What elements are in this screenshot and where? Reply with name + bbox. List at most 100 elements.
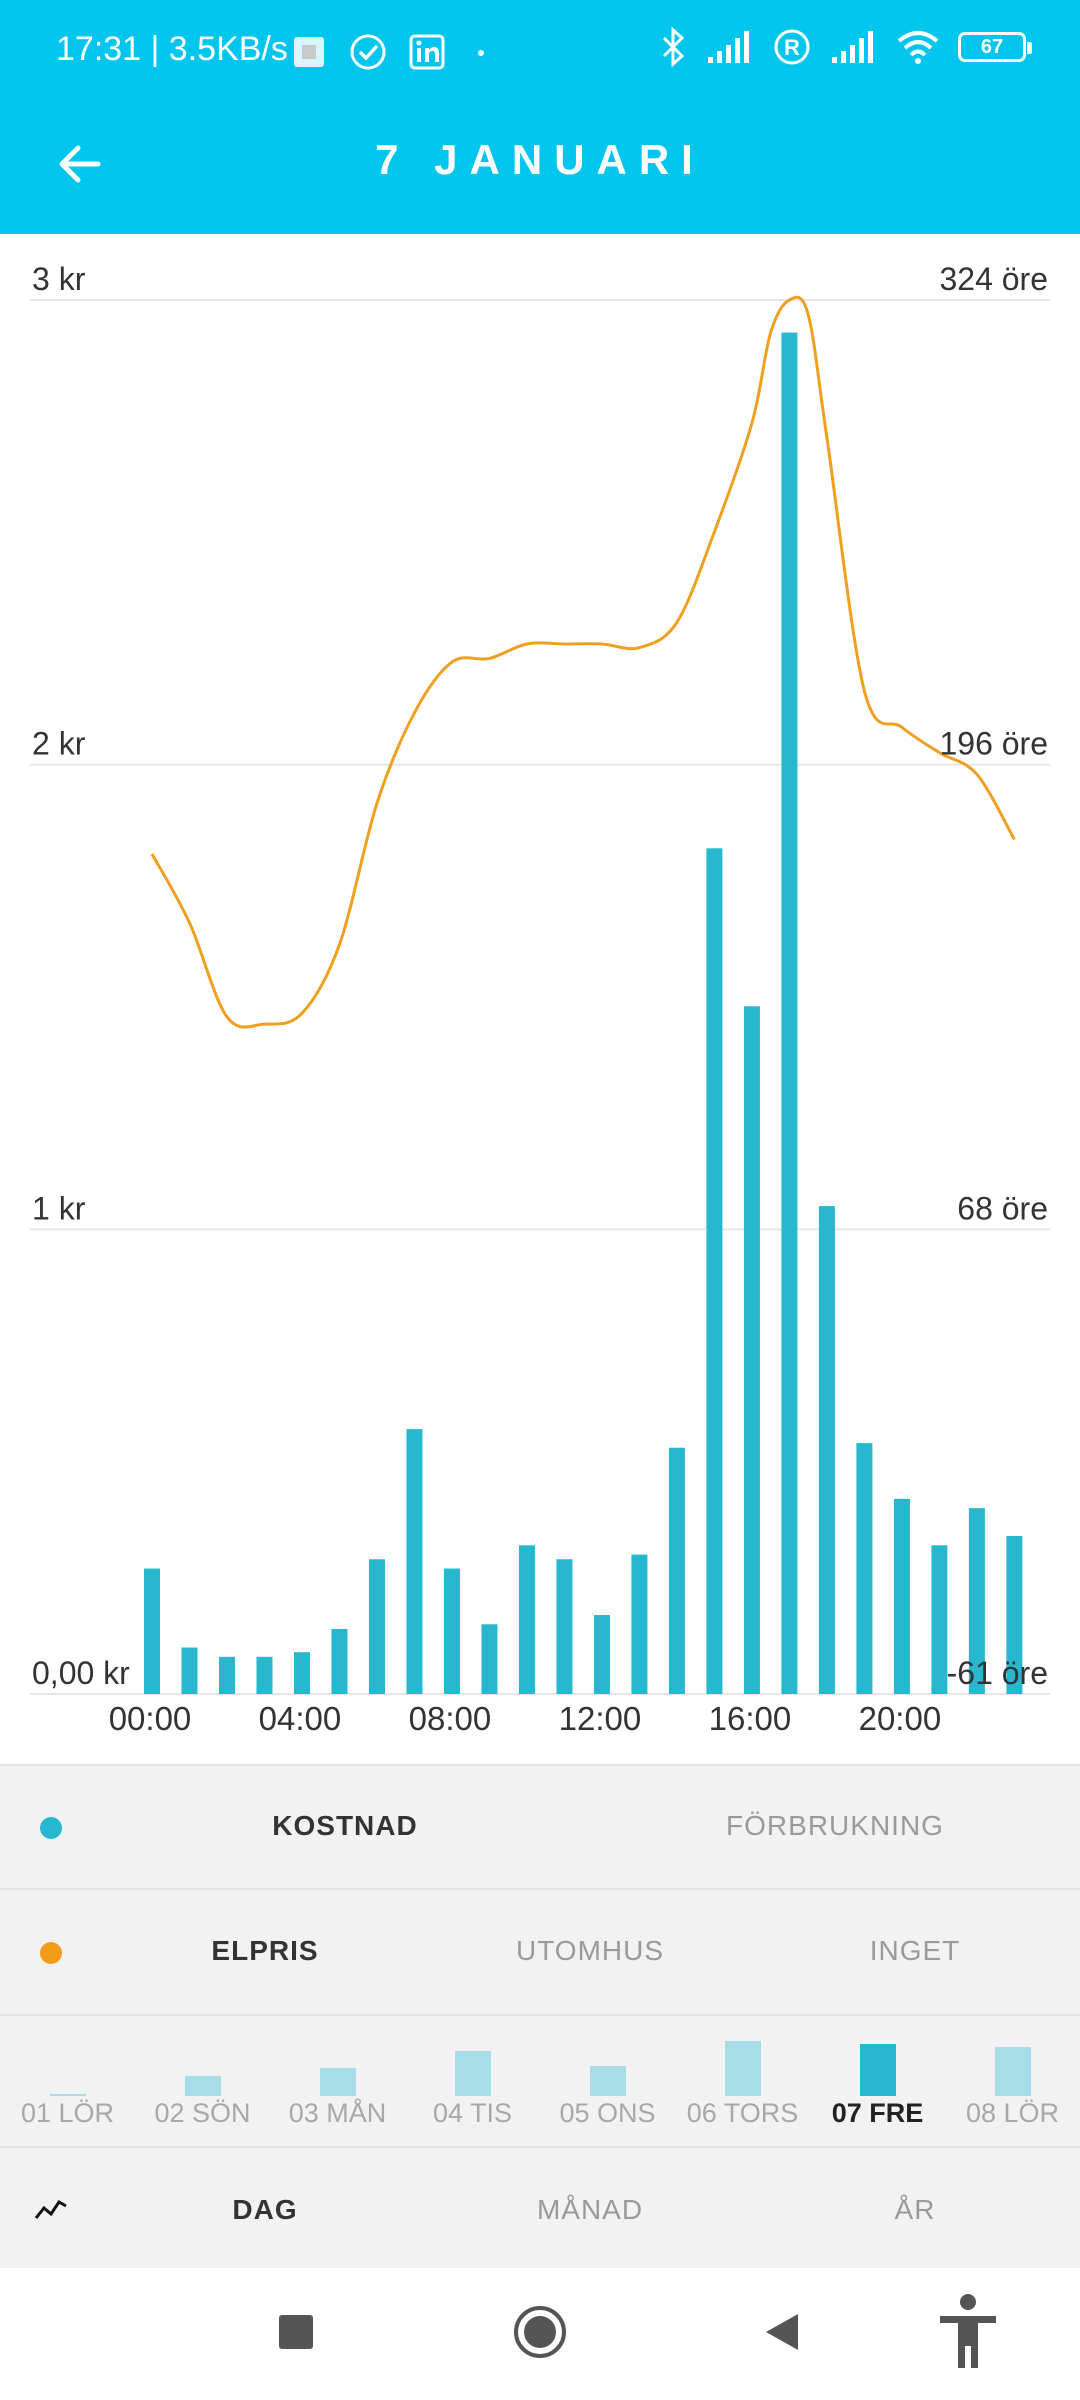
status-bar: 17:31 | 3.5KB/s R 67 [0, 0, 1080, 100]
day-label: 02 SÖN [154, 2098, 251, 2128]
day-item[interactable]: 03 MÅN [270, 2016, 405, 2146]
accessibility-icon [940, 2294, 996, 2368]
cost-bar[interactable] [668, 1447, 685, 1694]
option-forbrukning[interactable]: FÖRBRUKNING [726, 1810, 944, 1841]
day-usage-bar [859, 2043, 896, 2096]
y-right-tick: 196 öre [939, 726, 1048, 762]
day-label: 07 FRE [831, 2098, 924, 2128]
x-tick: 16:00 [709, 1700, 792, 1737]
day-item[interactable]: 02 SÖN [135, 2016, 270, 2146]
check-circle-icon [350, 34, 386, 70]
x-tick: 20:00 [859, 1700, 942, 1737]
day-item[interactable]: 07 FRE [810, 2016, 945, 2146]
wifi-icon [897, 31, 939, 64]
x-tick: 00:00 [109, 1700, 192, 1737]
signal-icon [708, 31, 749, 63]
day-item[interactable]: 08 LÖR [945, 2016, 1080, 2146]
cost-bar[interactable] [893, 1498, 910, 1694]
cost-bar[interactable] [481, 1624, 498, 1694]
day-item[interactable]: 06 TORS [675, 2016, 810, 2146]
trend-line-icon [34, 2200, 67, 2219]
dot-icon [478, 50, 484, 56]
x-tick: 08:00 [409, 1700, 492, 1737]
bar-series-dot [40, 1817, 62, 1839]
line-series-dot [40, 1942, 62, 1964]
cost-bar[interactable] [368, 1559, 385, 1694]
day-usage-bar [589, 2065, 626, 2096]
cost-bar[interactable] [856, 1443, 873, 1694]
home-circle-icon [514, 2306, 566, 2358]
status-left-icons [290, 32, 496, 72]
accessibility-button[interactable] [928, 2288, 1008, 2376]
system-nav-bar [0, 2268, 1080, 2400]
cost-bar[interactable] [443, 1568, 460, 1694]
back-triangle-icon [766, 2314, 798, 2350]
cost-bar[interactable] [781, 332, 798, 1695]
cost-bar[interactable] [631, 1554, 648, 1694]
svg-text:R: R [784, 35, 800, 60]
y-left-tick: 2 kr [32, 726, 86, 762]
cost-bar[interactable] [818, 1206, 835, 1694]
status-right-icons: R 67 [658, 26, 1032, 68]
back-button[interactable] [40, 124, 120, 204]
day-usage-bar [994, 2047, 1031, 2096]
x-tick: 12:00 [559, 1700, 642, 1737]
y-left-tick: 3 kr [32, 261, 86, 297]
roaming-r-icon: R [774, 29, 810, 65]
cost-bar[interactable] [968, 1508, 985, 1694]
cost-bar[interactable] [706, 848, 723, 1694]
day-label: 03 MÅN [288, 2098, 387, 2128]
cost-bar[interactable] [743, 1006, 760, 1694]
option-inget[interactable]: INGET [869, 1935, 961, 1966]
day-usage-bar [184, 2076, 221, 2096]
sim-icon [294, 37, 324, 67]
day-label: 05 ONS [559, 2098, 656, 2128]
arrow-left-icon [59, 145, 101, 183]
period-tabs: DAG MÅNAD ÅR [0, 2146, 1080, 2268]
recents-button[interactable] [256, 2292, 336, 2372]
tab-dag[interactable]: DAG [232, 2194, 298, 2225]
day-label: 08 LÖR [965, 2098, 1060, 2128]
option-elpris[interactable]: ELPRIS [211, 1935, 319, 1966]
linkedin-icon [409, 34, 445, 70]
cost-bar[interactable] [1006, 1536, 1023, 1694]
bluetooth-icon [662, 26, 685, 68]
cost-bar[interactable] [181, 1647, 198, 1694]
day-item[interactable]: 05 ONS [540, 2016, 675, 2146]
day-label: 04 TIS [432, 2098, 513, 2128]
battery-level: 67 [980, 35, 1004, 58]
tab-manad[interactable]: MÅNAD [536, 2194, 644, 2225]
cost-bar[interactable] [931, 1545, 948, 1694]
option-kostnad[interactable]: KOSTNAD [272, 1810, 418, 1841]
cost-bar[interactable] [293, 1652, 310, 1694]
cost-bar[interactable] [256, 1656, 273, 1694]
day-selector: 01 LÖR 02 SÖN 03 MÅN 04 TIS 05 ONS 06 TORS 07 … [0, 2014, 1080, 2146]
day-item[interactable]: 01 LÖR [0, 2016, 135, 2146]
y-left-tick: 0,00 kr [32, 1655, 130, 1691]
day-label: 06 TORS [686, 2098, 799, 2128]
cost-bar[interactable] [218, 1656, 235, 1694]
cost-bar[interactable] [331, 1628, 348, 1694]
signal-icon [832, 31, 873, 63]
day-usage-bar [454, 2050, 491, 2096]
y-right-tick: 324 öre [939, 261, 1048, 297]
day-item[interactable]: 04 TIS [405, 2016, 540, 2146]
day-usage-bar [49, 2094, 86, 2096]
day-label: 01 LÖR [20, 2098, 115, 2128]
y-right-tick: -61 öre [947, 1655, 1048, 1691]
status-time: 17:31 | 3.5KB/s [56, 30, 288, 68]
tab-ar[interactable]: ÅR [894, 2194, 936, 2225]
back-nav-button[interactable] [742, 2292, 822, 2372]
cost-bar[interactable] [556, 1559, 573, 1694]
cost-bar[interactable] [518, 1545, 535, 1694]
recents-square-icon [279, 2315, 313, 2349]
day-usage-bar [724, 2041, 761, 2096]
home-button[interactable] [500, 2292, 580, 2372]
cost-bar[interactable] [593, 1615, 610, 1694]
app-bar: 7 JANUARI [0, 100, 1080, 234]
cost-bar[interactable] [406, 1429, 423, 1694]
battery-icon: 67 [958, 32, 1032, 62]
price-line [150, 295, 1016, 1029]
option-utomhus[interactable]: UTOMHUS [515, 1935, 665, 1966]
cost-bar[interactable] [144, 1568, 160, 1694]
